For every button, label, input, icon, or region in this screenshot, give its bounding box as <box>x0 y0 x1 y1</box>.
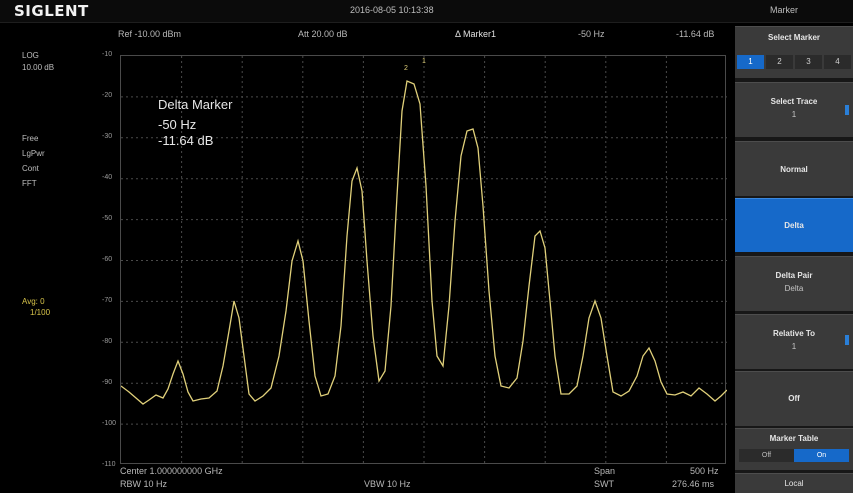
marker-table-on[interactable]: On <box>794 449 849 462</box>
y-tick-top: -10 <box>102 51 113 58</box>
select-marker-button[interactable]: Select Marker 1 2 3 4 <box>735 26 853 78</box>
marker-number-4[interactable]: 4 <box>824 55 851 69</box>
spectrum-trace <box>121 80 727 405</box>
y-tick: -80 <box>102 338 113 345</box>
y-tick: -60 <box>102 256 113 263</box>
delta-marker-annotation: Delta Marker -50 Hz -11.64 dB <box>158 95 232 151</box>
marker-readout-amp: -11.64 dB <box>676 29 715 39</box>
trace-info-2: LgPwr <box>22 149 45 158</box>
span-value: 500 Hz <box>690 466 719 476</box>
marker-number-1[interactable]: 1 <box>737 55 764 69</box>
normal-button[interactable]: Normal <box>735 141 853 196</box>
local-button[interactable]: Local <box>735 473 853 493</box>
select-trace-value: 1 <box>791 110 797 119</box>
spectrum-display[interactable]: 1 2 <box>120 55 727 465</box>
local-label: Local <box>784 479 804 488</box>
off-label: Off <box>788 394 800 403</box>
delta-pair-button[interactable]: Delta Pair Delta <box>735 256 853 311</box>
brand-logo: SIGLENT <box>14 2 89 20</box>
spectrum-graph <box>121 56 727 465</box>
marker-table-toggle[interactable]: Off On <box>739 449 849 462</box>
y-tick-bottom: -110 <box>102 461 116 468</box>
y-tick: -50 <box>102 215 113 222</box>
marker-number-3[interactable]: 3 <box>795 55 822 69</box>
ref-level: Ref -10.00 dBm <box>118 29 182 39</box>
y-tick: -90 <box>102 379 113 386</box>
y-tick: -40 <box>102 174 113 181</box>
marker-number-selector[interactable]: 1 2 3 4 <box>735 55 853 69</box>
trace-info-3: Cont <box>22 164 39 173</box>
select-trace-label: Select Trace <box>770 97 818 106</box>
softkey-menu: Select Marker 1 2 3 4 Select Trace 1 Nor… <box>735 26 853 493</box>
attenuation: Att 20.00 dB <box>298 29 348 39</box>
trace-info-1: Free <box>22 134 39 143</box>
avg-label: Avg: 0 <box>22 297 45 306</box>
y-tick: -30 <box>102 133 113 140</box>
marker-readout-freq: -50 Hz <box>578 29 605 39</box>
marker-2-label: 2 <box>404 65 408 72</box>
marker-table-button[interactable]: Marker Table Off On <box>735 428 853 470</box>
scale-div: 10.00 dB <box>22 63 55 72</box>
menu-title: Marker <box>770 5 799 15</box>
swt-value: 276.46 ms <box>672 479 715 489</box>
delta-pair-label: Delta Pair <box>775 271 813 280</box>
arrow-icon <box>845 335 849 345</box>
scale-type: LOG <box>22 51 39 60</box>
marker-table-label: Marker Table <box>769 434 819 443</box>
y-tick: -20 <box>102 92 113 99</box>
off-button[interactable]: Off <box>735 371 853 426</box>
delta-marker-title: Delta Marker <box>158 97 233 112</box>
swt-label: SWT <box>594 479 614 489</box>
marker-table-off[interactable]: Off <box>761 452 772 459</box>
delta-pair-value: Delta <box>784 284 804 293</box>
bottom-status-bar: Center 1.000000000 GHz RBW 10 Hz VBW 10 … <box>100 466 730 493</box>
relative-to-label: Relative To <box>772 329 816 338</box>
measurement-info-bar: Ref -10.00 dBm Att 20.00 dB Δ Marker1 -5… <box>100 27 730 43</box>
delta-marker-amp: -11.64 dB <box>158 133 214 148</box>
top-bar: SIGLENT 2016-08-05 10:13:38 Marker <box>0 0 853 23</box>
relative-to-value: 1 <box>791 342 797 351</box>
select-trace-button[interactable]: Select Trace 1 <box>735 82 853 137</box>
delta-marker-freq: -50 Hz <box>158 117 197 132</box>
marker-number-2[interactable]: 2 <box>766 55 793 69</box>
y-tick: -100 <box>102 420 117 427</box>
marker-readout-title: Δ Marker1 <box>455 29 497 39</box>
arrow-icon <box>845 105 849 115</box>
datetime: 2016-08-05 10:13:38 <box>350 5 434 15</box>
vbw: VBW 10 Hz <box>364 479 411 489</box>
marker-1-label: 1 <box>422 58 426 65</box>
y-tick: -70 <box>102 297 113 304</box>
delta-button[interactable]: Delta <box>735 198 853 252</box>
select-marker-label: Select Marker <box>767 33 821 42</box>
trace-info-4: FFT <box>22 179 37 188</box>
delta-label: Delta <box>784 221 804 230</box>
avg-value: 1/100 <box>30 308 51 317</box>
relative-to-button[interactable]: Relative To 1 <box>735 314 853 369</box>
rbw: RBW 10 Hz <box>120 479 168 489</box>
center-freq: Center 1.000000000 GHz <box>120 466 223 476</box>
normal-label: Normal <box>780 165 808 174</box>
span-label: Span <box>594 466 616 476</box>
